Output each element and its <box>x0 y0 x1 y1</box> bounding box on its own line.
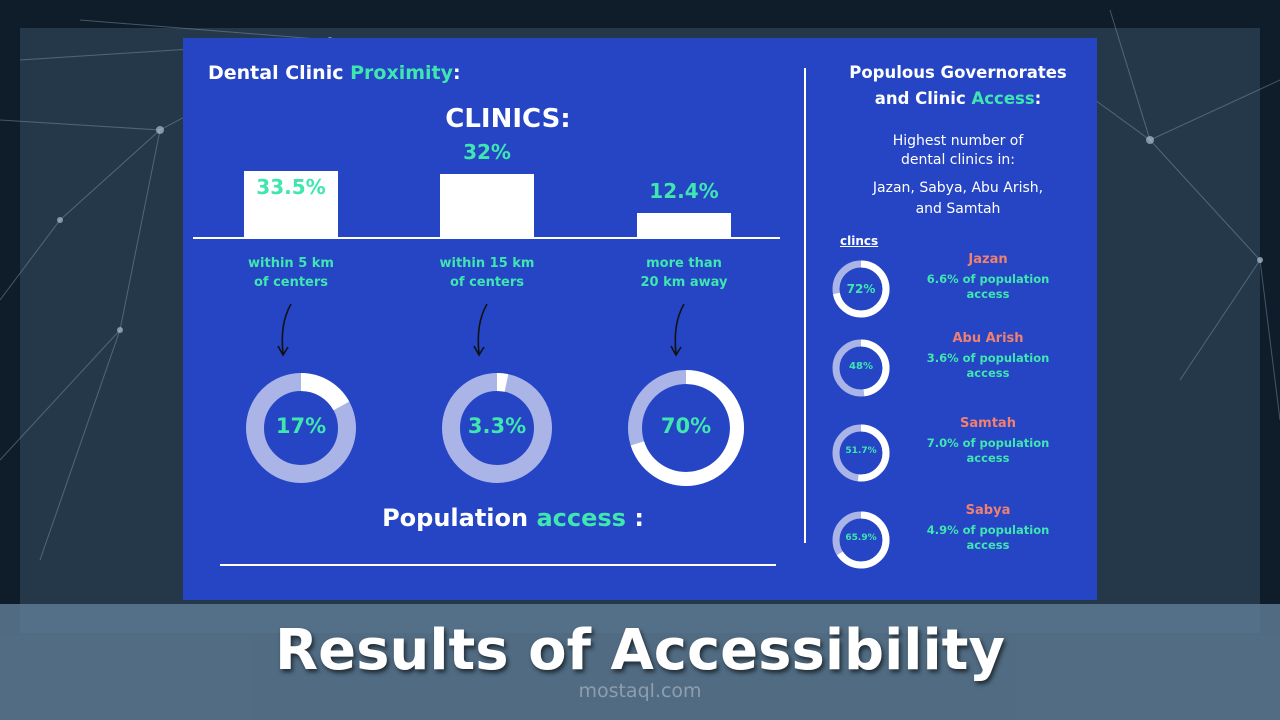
category-label-2: more than 20 km away <box>609 254 759 292</box>
right-title-line2-text: and Clinic <box>874 89 972 108</box>
bar-label-2: 12.4% <box>649 178 719 203</box>
watermark: mostaql.com <box>578 680 702 702</box>
right-title-highlight: Access <box>971 89 1035 108</box>
governorate-desc-0-line0: 6.6% of population <box>926 272 1050 286</box>
governorate-donut-0-arc <box>832 260 890 318</box>
governorate-name-0: Jazan <box>968 252 1008 267</box>
governorate-donut-1 <box>832 339 890 397</box>
right-subtitle-line2: dental clinics in: <box>901 152 1015 168</box>
population-donut-label-1: 3.3% <box>467 414 527 438</box>
population-donut-1-arc <box>442 373 552 483</box>
footer-band <box>0 604 1280 720</box>
category-label-0-line1: of centers <box>253 275 329 290</box>
main-title-highlight: Proximity <box>350 62 454 84</box>
arrow-down-icon <box>473 303 488 357</box>
population-donut-2-arc <box>628 370 744 486</box>
governorate-desc-0-line1: access <box>966 287 1010 301</box>
governorate-donut-2 <box>832 424 890 482</box>
population-donut-2 <box>628 370 744 486</box>
governorate-desc-2-line1: access <box>966 451 1010 465</box>
slide-title: Results of Accessibility <box>275 618 1005 683</box>
arrow-down-icon <box>277 303 292 357</box>
bar-2 <box>637 212 731 237</box>
governorate-donut-0 <box>832 260 890 318</box>
population-access-title: Population access : <box>363 504 663 532</box>
governorate-list-line1: Jazan, Sabya, Abu Arish, <box>872 180 1044 196</box>
bar-label-0: 33.5% <box>256 175 326 199</box>
right-subtitle-line1: Highest number of <box>892 133 1024 149</box>
governorate-donut-3 <box>832 511 890 569</box>
governorate-desc-1: 3.6% of population access <box>913 351 1063 381</box>
right-title-colon: : <box>1034 89 1042 108</box>
infographic-panel: Dental Clinic Proximity: CLINICS: 33.5% 3… <box>183 38 1097 600</box>
population-title-colon: : <box>625 504 644 532</box>
governorate-donut-3-arc <box>832 511 890 569</box>
governorate-desc-2: 7.0% of population access <box>913 436 1063 466</box>
right-subtitle: Highest number of dental clinics in: <box>823 132 1093 170</box>
category-label-1-line0: within 15 km <box>439 256 535 271</box>
governorate-donut-label-2: 51.7% <box>845 446 877 456</box>
right-title: Populous Governorates and Clinic Access: <box>823 60 1093 112</box>
population-donut-label-0: 17% <box>275 414 327 438</box>
arrow-down-path <box>473 303 488 357</box>
population-title-text: Population <box>382 504 537 532</box>
category-label-0: within 5 km of centers <box>216 254 366 292</box>
governorate-desc-3: 4.9% of population access <box>913 523 1063 553</box>
governorate-desc-1-line0: 3.6% of population <box>926 351 1050 365</box>
bar-label-1: 32% <box>463 139 511 164</box>
right-title-line2: and Clinic Access: <box>823 86 1093 112</box>
governorate-desc-3-line1: access <box>966 538 1010 552</box>
category-label-2-line1: 20 km away <box>640 275 728 290</box>
governorate-donut-1-arc <box>832 339 890 397</box>
governorate-desc-1-line1: access <box>966 366 1010 380</box>
population-donut-1 <box>442 373 552 483</box>
bar-baseline <box>193 237 780 239</box>
governorate-donut-2-arc <box>832 424 890 482</box>
category-label-0-line0: within 5 km <box>248 256 334 271</box>
category-label-2-line0: more than <box>646 256 722 271</box>
population-donut-0 <box>246 373 356 483</box>
governorate-name-3: Sabya <box>965 503 1011 518</box>
governorate-name-1: Abu Arish <box>952 331 1024 346</box>
category-label-1: within 15 km of centers <box>412 254 562 292</box>
governorate-list: Jazan, Sabya, Abu Arish, and Samtah <box>823 178 1093 220</box>
governorate-desc-0: 6.6% of population access <box>913 272 1063 302</box>
category-label-1-line1: of centers <box>449 275 525 290</box>
main-title-text: Dental Clinic <box>208 62 351 84</box>
right-title-line1: Populous Governorates <box>849 63 1067 82</box>
governorate-name-2: Samtah <box>960 416 1016 431</box>
main-title-colon: : <box>453 62 461 84</box>
bottom-divider <box>220 564 776 566</box>
population-donut-label-2: 70% <box>660 414 712 438</box>
arrow-down-icon <box>670 303 685 357</box>
bar-0 <box>244 171 338 237</box>
clincs-label: clincs <box>840 234 879 248</box>
bar-1 <box>440 173 534 237</box>
governorate-desc-3-line0: 4.9% of population <box>926 523 1050 537</box>
population-donut-0-arc <box>246 373 356 483</box>
arrow-down-path <box>670 303 685 357</box>
governorate-donut-label-1: 48% <box>849 361 873 372</box>
clinics-heading: CLINICS: <box>445 104 571 134</box>
population-title-highlight: access <box>536 504 626 532</box>
governorate-donut-label-0: 72% <box>846 282 876 296</box>
governorate-desc-2-line0: 7.0% of population <box>926 436 1050 450</box>
vertical-divider <box>804 68 806 543</box>
governorate-list-line2: and Samtah <box>915 201 1001 217</box>
main-title: Dental Clinic Proximity: <box>208 62 461 84</box>
governorate-donut-label-3: 65.9% <box>845 533 877 543</box>
arrow-down-path <box>277 303 292 357</box>
